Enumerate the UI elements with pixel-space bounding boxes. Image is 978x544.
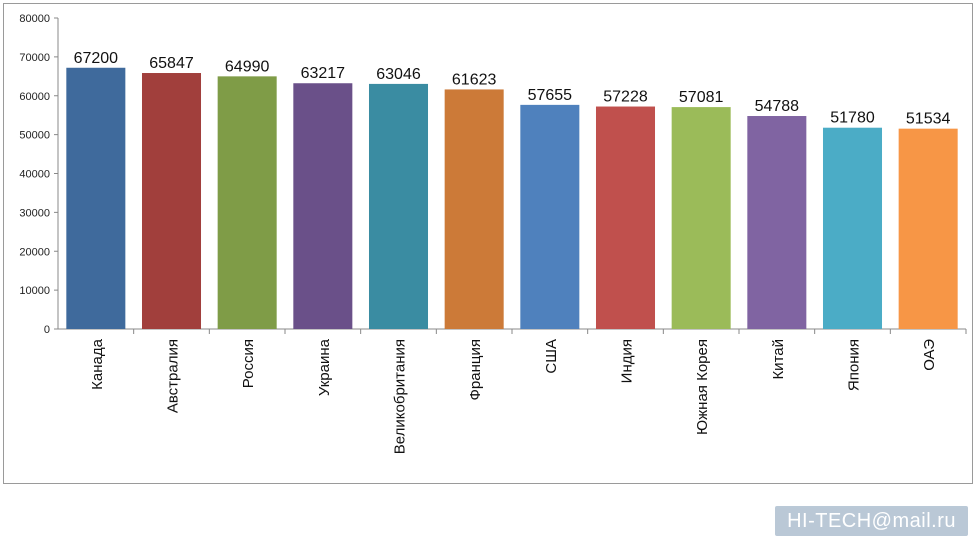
data-label-2: 64990	[225, 58, 270, 75]
y-tick-label: 20000	[19, 246, 50, 258]
data-label-3: 63217	[301, 65, 346, 82]
bar-1	[141, 73, 202, 329]
x-tick-label-1: Австралия	[165, 339, 182, 413]
y-tick-label: 10000	[19, 285, 50, 297]
bar-11	[898, 128, 958, 329]
y-tick-label: 0	[44, 324, 50, 336]
x-tick-label-5: Франция	[467, 339, 484, 400]
y-tick-label: 70000	[19, 52, 50, 64]
data-label-10: 51780	[830, 110, 875, 127]
data-label-1: 65847	[149, 55, 194, 72]
data-label-5: 61623	[452, 71, 497, 88]
y-tick-label: 40000	[19, 169, 50, 181]
x-tick-label-9: Китай	[770, 339, 787, 380]
bar-0	[66, 67, 126, 329]
watermark-logo: HI-TECH@mail.ru	[775, 506, 968, 536]
x-tick-label-3: Украина	[316, 338, 333, 396]
bar-chart: 0 10000 20000 30000 40000 50000 60000 70000 8000…	[19, 13, 967, 454]
bar-3	[293, 83, 353, 329]
data-label-9: 54788	[755, 98, 800, 115]
data-label-4: 63046	[376, 66, 421, 83]
bar-2	[217, 76, 277, 329]
bar-7	[595, 106, 656, 329]
x-tick-label-11: ОАЭ	[921, 339, 938, 371]
x-tick-label-8: Южная Корея	[694, 339, 711, 435]
bar-6	[520, 104, 580, 330]
x-tick-label-10: Япония	[846, 339, 863, 391]
data-label-8: 57081	[679, 89, 724, 106]
y-tick-label: 50000	[19, 130, 50, 142]
data-label-11: 51534	[906, 111, 951, 128]
data-label-0: 67200	[74, 50, 119, 67]
x-tick-label-4: Великобритания	[392, 339, 409, 454]
bar-8	[671, 107, 731, 329]
data-label-6: 57655	[528, 87, 573, 104]
bar-5	[444, 89, 504, 330]
y-tick-label: 60000	[19, 91, 50, 103]
bar-9	[747, 116, 807, 329]
bar-4	[368, 83, 429, 329]
chart-frame: 0 10000 20000 30000 40000 50000 60000 70000 8000…	[3, 3, 973, 484]
x-tick-label-7: Индия	[619, 339, 636, 383]
x-tick-label-0: Канада	[89, 338, 106, 389]
y-tick-label: 30000	[19, 207, 50, 219]
bar-10	[822, 127, 883, 329]
x-tick-label-2: Россия	[240, 339, 257, 388]
y-tick-label: 80000	[19, 13, 50, 25]
watermark-text: HI-TECH@mail.ru	[787, 509, 956, 532]
x-tick-label-6: США	[543, 339, 560, 374]
data-label-7: 57228	[603, 89, 648, 106]
